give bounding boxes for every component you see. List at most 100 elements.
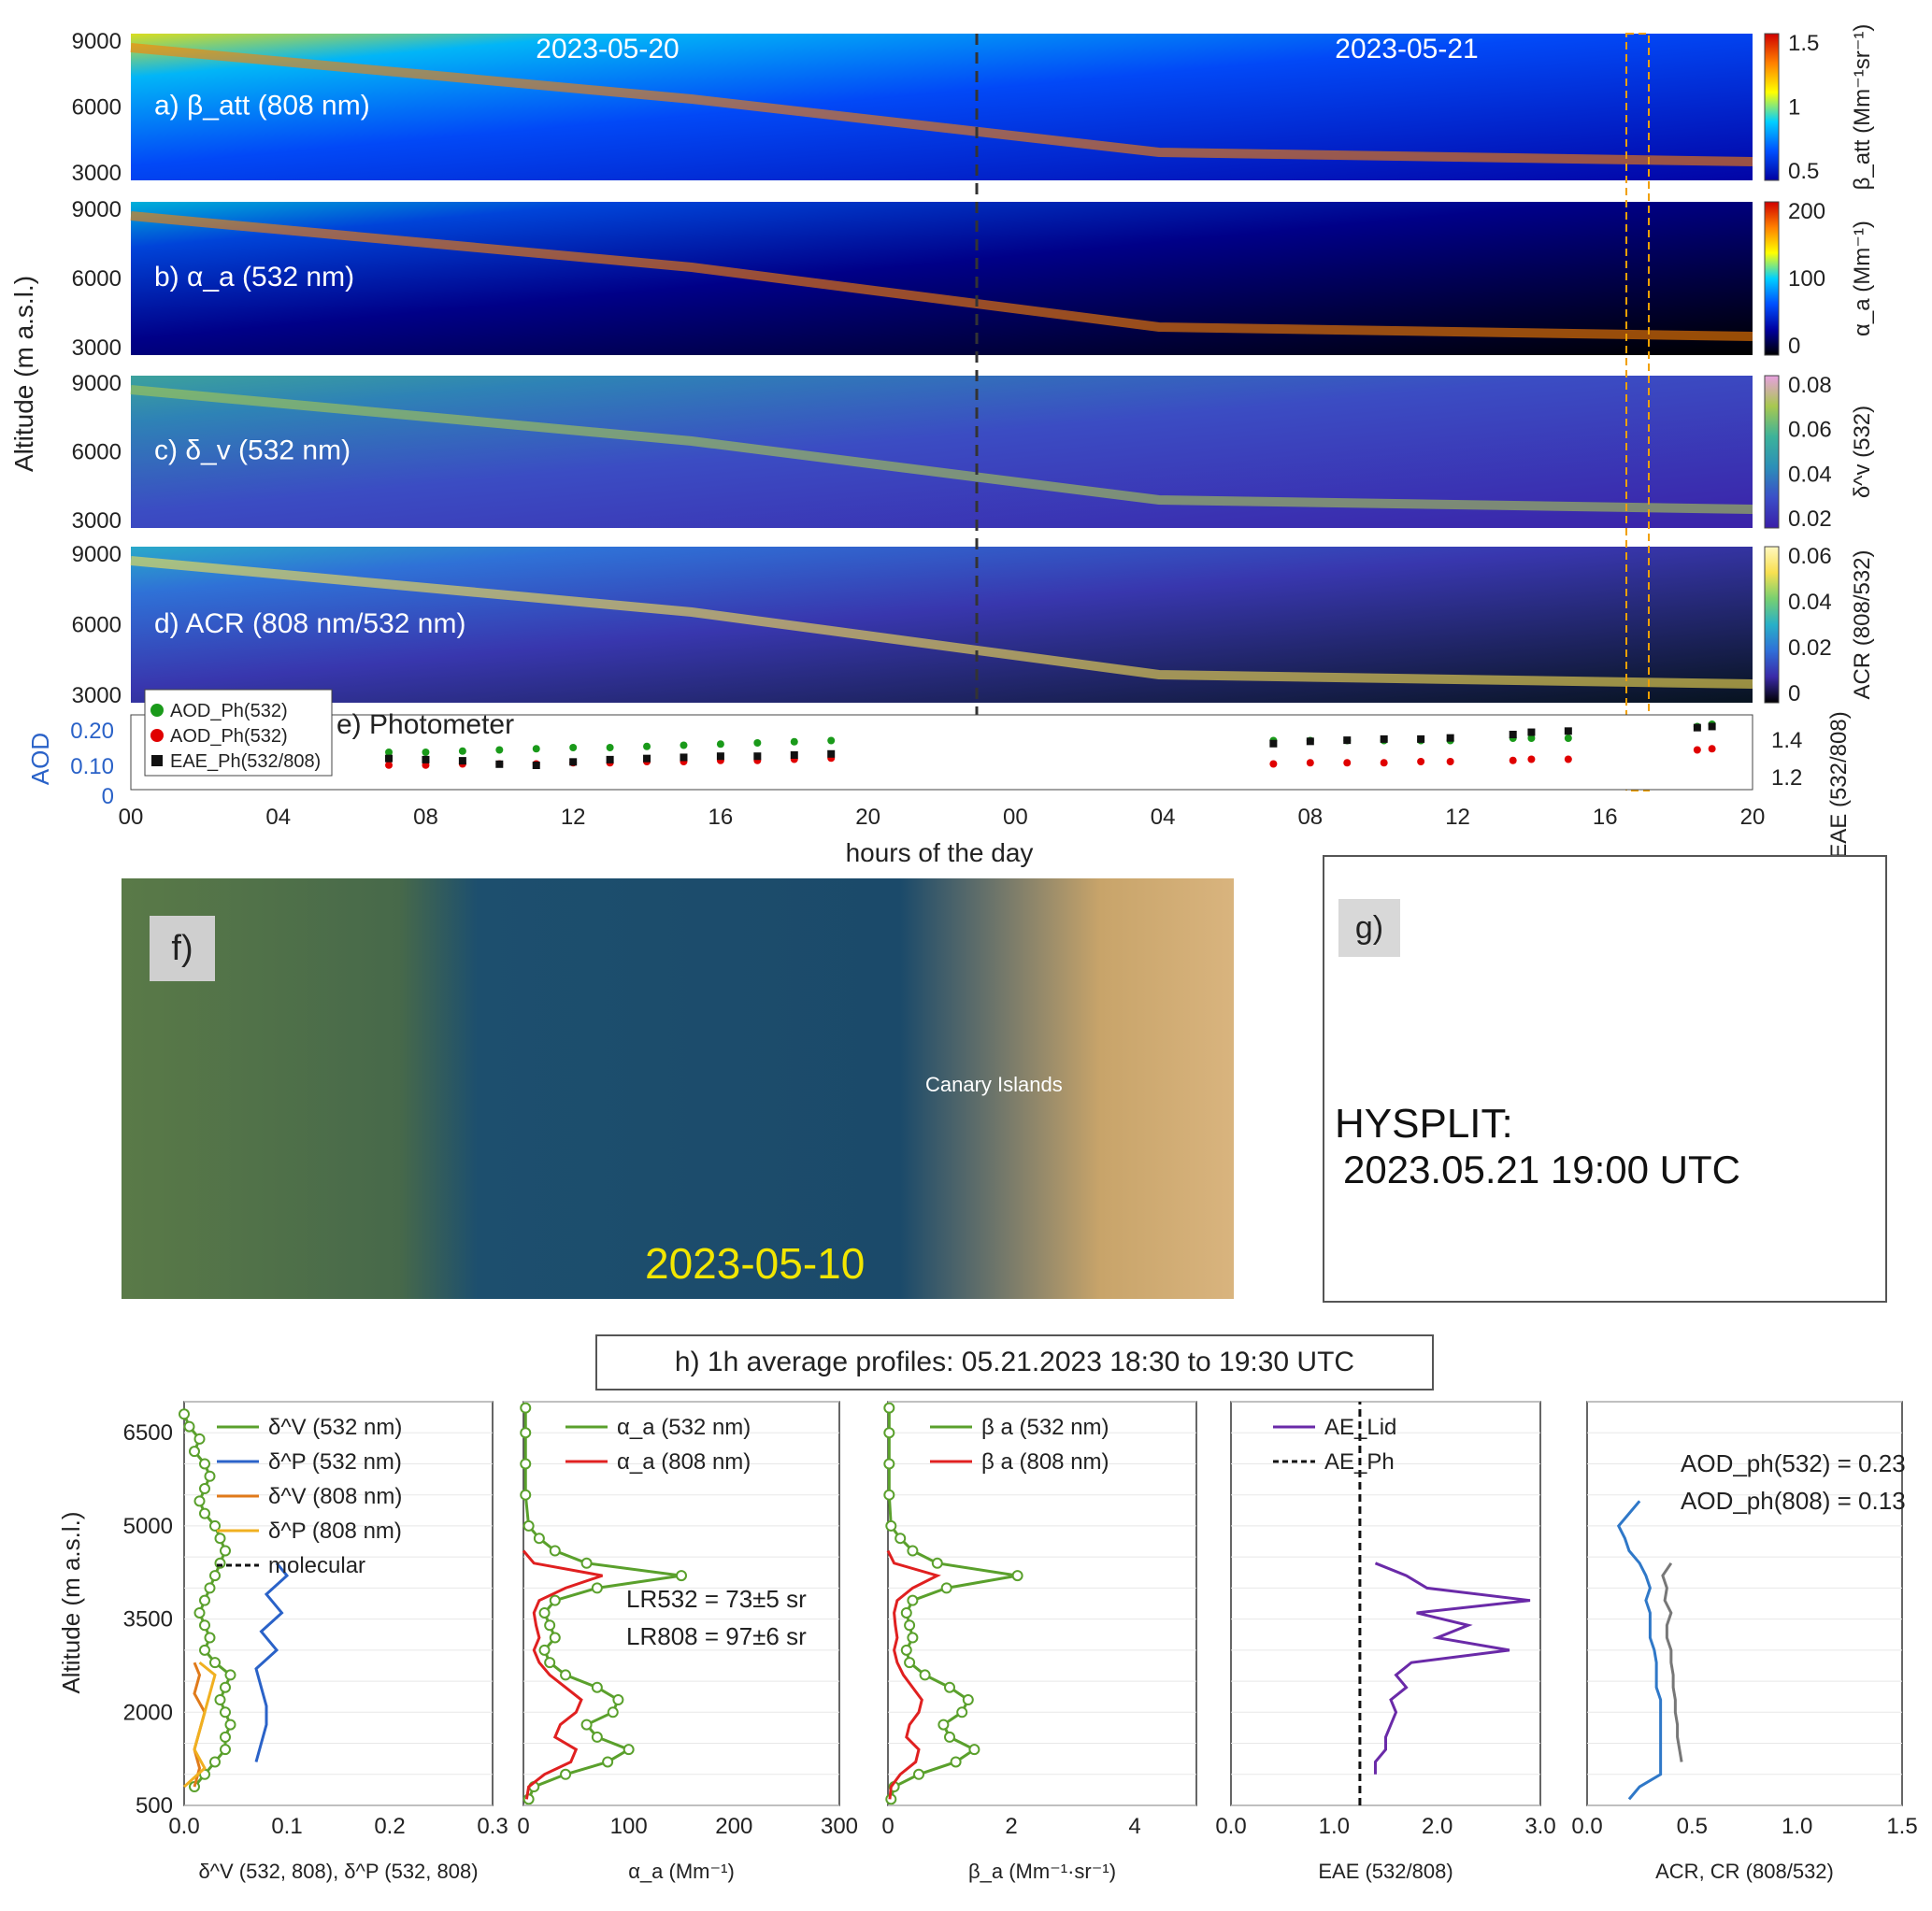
colorbar-tick: 0.08	[1788, 373, 1832, 398]
profile-marker	[956, 1706, 968, 1718]
profile-frame	[1586, 1401, 1903, 1806]
profile-ytick: 3500	[123, 1607, 173, 1633]
colorbar	[1764, 201, 1780, 356]
profile-marker	[214, 1533, 226, 1545]
legend-entry: AOD_Ph(532)	[170, 701, 288, 721]
photometer-point	[569, 744, 578, 751]
profile-line	[886, 1549, 941, 1800]
legend-marker	[150, 704, 164, 717]
profile-marker	[224, 1718, 236, 1731]
profile-marker	[204, 1470, 216, 1482]
colorbar-tick: 200	[1788, 199, 1825, 224]
photometer-point	[495, 746, 504, 754]
profile-xtick: 100	[610, 1814, 648, 1839]
hysplit-title: HYSPLIT:	[1335, 1101, 1513, 1147]
profile-annotation: AOD_ph(532) = 0.23	[1681, 1449, 1906, 1477]
colorbar-tick: 0.02	[1788, 506, 1832, 532]
photometer-point	[1446, 734, 1454, 742]
heatmap-label: c) δ_v (532 nm)	[154, 435, 351, 466]
profile-xtick: 0.5	[1677, 1814, 1708, 1839]
profile-marker	[607, 1706, 619, 1718]
profile-marker	[544, 1619, 556, 1632]
profile-marker	[560, 1768, 572, 1780]
profile-marker	[907, 1594, 919, 1606]
aod-ytick: 0.20	[70, 719, 114, 744]
profile-marker	[623, 1744, 635, 1756]
photometer-point	[1269, 739, 1278, 748]
profile-marker	[904, 1619, 916, 1632]
profile-marker	[179, 1408, 190, 1420]
profile-xtick: 2	[1005, 1814, 1017, 1839]
profile-marker	[193, 1606, 206, 1619]
profile-legend-entry: β a (808 nm)	[981, 1449, 1109, 1475]
profile-marker	[549, 1594, 561, 1606]
legend-entry: EAE_Ph(532/808)	[170, 751, 321, 772]
profile-marker	[907, 1632, 919, 1644]
photometer-point	[643, 754, 651, 763]
profile-line	[182, 1661, 217, 1789]
profile-marker	[602, 1756, 614, 1768]
profile-marker	[549, 1632, 561, 1644]
profile-marker	[520, 1489, 532, 1501]
profile-xlabel: β_a (Mm⁻¹·sr⁻¹)	[968, 1860, 1116, 1883]
heatmap-ytick: 6000	[72, 266, 122, 292]
profile-marker	[193, 1495, 206, 1507]
legend-marker	[150, 729, 164, 742]
profile-marker	[199, 1644, 210, 1656]
profile-marker	[591, 1731, 603, 1743]
profile-marker	[204, 1582, 216, 1594]
profile-marker	[904, 1657, 916, 1669]
profile-xlabel: α_a (Mm⁻¹)	[628, 1860, 735, 1883]
profile-marker	[676, 1570, 687, 1582]
photometer-point	[1343, 759, 1352, 767]
profile-xtick: 0.0	[1571, 1814, 1602, 1839]
profile-marker	[204, 1632, 216, 1644]
photometer-point	[753, 739, 762, 747]
profile-xlabel: EAE (532/808)	[1318, 1860, 1453, 1883]
photometer-point	[1564, 734, 1572, 742]
profile-marker	[522, 1519, 535, 1532]
eae-ytick: 1.4	[1771, 728, 1802, 753]
profile-xtick: 300	[821, 1814, 858, 1839]
colorbar-tick: 0.04	[1788, 462, 1832, 487]
photometer-xtick: 00	[1003, 805, 1028, 830]
photometer-point	[1527, 734, 1536, 742]
profile-xtick: 1.0	[1319, 1814, 1350, 1839]
fire-map-panel	[122, 878, 1234, 1299]
profile-xtick: 0.1	[271, 1814, 302, 1839]
colorbar	[1764, 33, 1780, 181]
photometer-point	[1564, 755, 1572, 763]
photometer-point	[532, 762, 540, 769]
eae-ytick: 1.2	[1771, 765, 1802, 791]
photometer-frame	[130, 714, 1753, 791]
profile-marker	[931, 1557, 943, 1569]
profile-marker	[883, 1402, 895, 1414]
photometer-point	[1509, 756, 1517, 764]
photometer-point	[422, 749, 430, 756]
photometer-point	[643, 742, 651, 750]
profile-marker	[533, 1533, 545, 1545]
profile-frame	[522, 1401, 840, 1806]
photometer-point	[422, 755, 430, 763]
colorbar-label: β_att (Mm⁻¹sr⁻¹)	[1850, 24, 1875, 191]
profile-marker	[549, 1545, 561, 1557]
heatmap-label: d) ACR (808 nm/532 nm)	[154, 608, 465, 639]
aod-ytick: 0	[102, 784, 114, 809]
profile-frame	[183, 1401, 494, 1806]
photometer-point	[1417, 734, 1425, 743]
profile-marker	[900, 1644, 912, 1656]
heatmap-ytick: 9000	[72, 371, 122, 396]
profile-marker	[520, 1458, 532, 1470]
hysplit-panel	[1323, 855, 1887, 1303]
photometer-xtick: 00	[119, 805, 144, 830]
profile-xtick: 0	[881, 1814, 894, 1839]
profile-annotation: LR532 = 73±5 sr	[626, 1585, 807, 1613]
profile-marker	[520, 1402, 532, 1414]
profile-marker	[522, 1793, 535, 1805]
date-label: 2023-05-20	[536, 34, 679, 64]
profile-legend-entry: δ^P (532 nm)	[268, 1449, 402, 1475]
photometer-point	[827, 736, 836, 745]
photometer-xlabel: hours of the day	[846, 838, 1034, 867]
profile-marker	[214, 1694, 226, 1706]
